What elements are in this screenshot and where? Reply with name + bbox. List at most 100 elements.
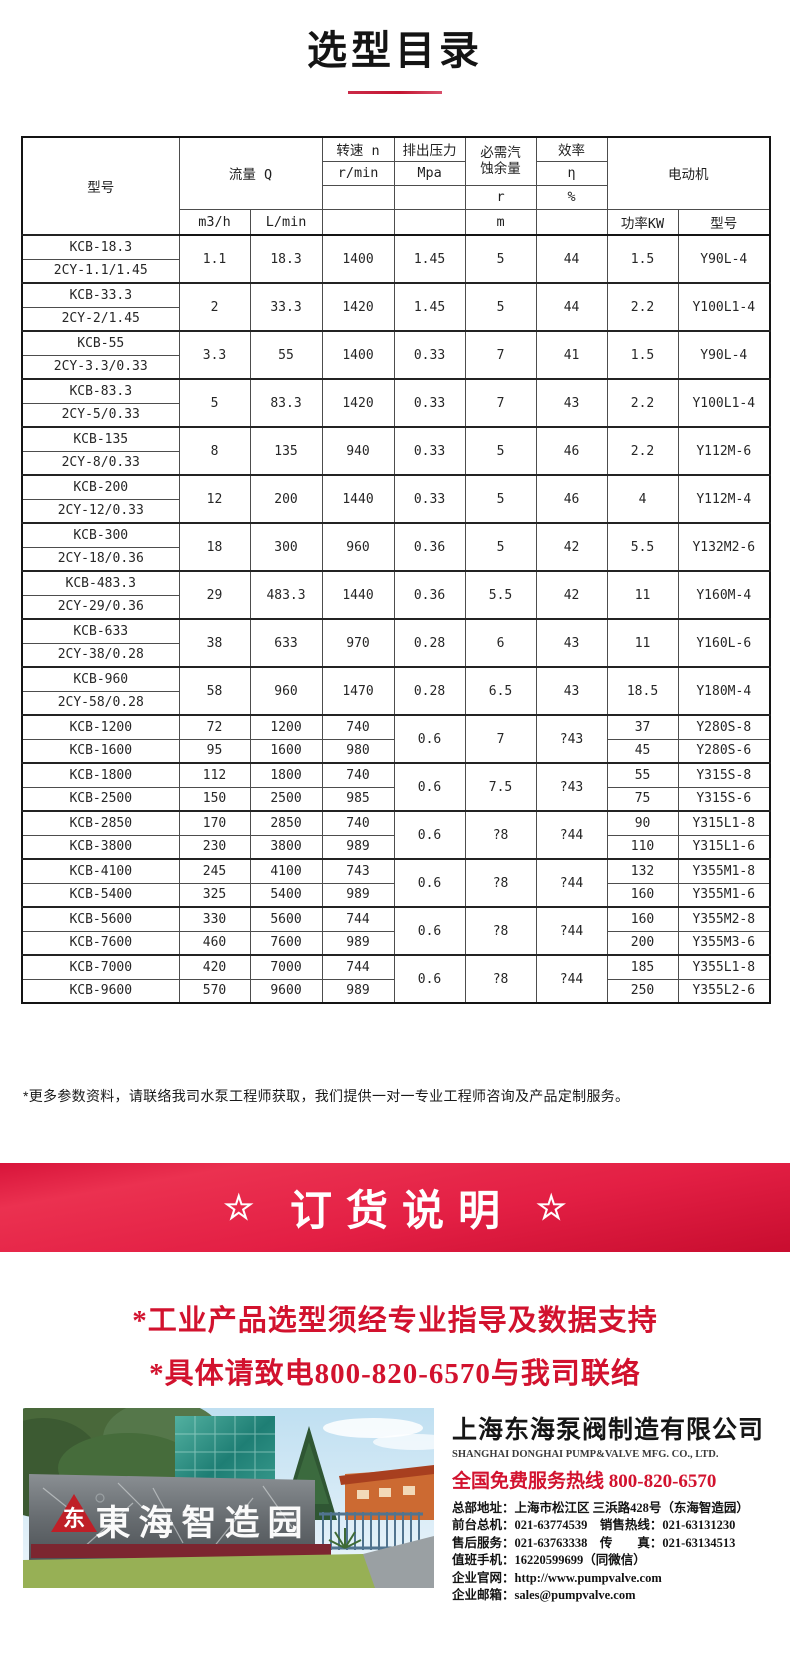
value-cell: 0.6 [393, 906, 466, 956]
value-cell: 1470 [321, 666, 395, 716]
value-cell: 1420 [321, 378, 395, 428]
table-row: KCB-200 12 200 1440 0.33 5 46 4 Y112M-4 [21, 474, 771, 524]
value-cell: 330 [178, 906, 251, 932]
notice-line-1: *工业产品选型须经专业指导及数据支持 [132, 1305, 658, 1337]
header-npsh-r: r [464, 184, 537, 210]
value-cell: 0.6 [393, 858, 466, 908]
model-cell: KCB-55 [21, 330, 180, 356]
value-cell: 633 [249, 618, 323, 668]
value-cell: 250 [606, 978, 679, 1004]
value-cell: 75 [606, 786, 679, 812]
value-cell: 989 [321, 978, 395, 1004]
page-title: 选型目录 [307, 29, 483, 73]
value-cell: 18 [178, 522, 251, 572]
header-motor-power: 功率KW [606, 208, 679, 236]
value-cell: 5.5 [464, 570, 537, 620]
contact-line: 值班手机：16220599699（同微信） [452, 1553, 646, 1568]
value-cell: 0.33 [393, 330, 466, 380]
table-row: KCB-7000 420 7000 744 0.6 ?8 ?44 185 Y355L1-8 [21, 954, 771, 1004]
model-cell: KCB-83.3 [21, 378, 180, 404]
model-cell: 2CY-8/0.33 [21, 450, 180, 476]
model-cell: KCB-1600 [21, 738, 180, 764]
value-cell: 7.5 [464, 762, 537, 812]
table-row: KCB-1200 72 1200 740 0.6 7 ?43 37 Y280S-8 [21, 714, 771, 764]
value-cell: 1600 [249, 738, 323, 764]
empty-header-cell [535, 208, 608, 236]
table-row: KCB-300 18 300 960 0.36 5 42 5.5 Y132M2-6 [21, 522, 771, 572]
value-cell: Y90L-4 [677, 234, 771, 284]
value-cell: 95 [178, 738, 251, 764]
table-row: KCB-33.3 2 33.3 1420 1.45 5 44 2.2 Y100L1-4 [21, 282, 771, 332]
value-cell: 2 [178, 282, 251, 332]
model-cell: KCB-9600 [21, 978, 180, 1004]
model-cell: KCB-5400 [21, 882, 180, 908]
value-cell: 2.2 [606, 282, 679, 332]
value-cell: 985 [321, 786, 395, 812]
value-cell: 200 [606, 930, 679, 956]
value-cell: 460 [178, 930, 251, 956]
value-cell: ?43 [535, 762, 608, 812]
value-cell: 41 [535, 330, 608, 380]
value-cell: 160 [606, 882, 679, 908]
value-cell: 90 [606, 810, 679, 836]
contact-line: 企业官网：http://www.pumpvalve.com [452, 1570, 662, 1585]
value-cell: 135 [249, 426, 323, 476]
model-cell: KCB-33.3 [21, 282, 180, 308]
value-cell: 325 [178, 882, 251, 908]
contact-line: 企业邮箱：sales@pumpvalve.com [452, 1588, 636, 1603]
header-model: 型号 [21, 136, 180, 236]
photo-cloud [323, 1418, 423, 1438]
model-cell: KCB-18.3 [21, 234, 180, 260]
value-cell: 1.5 [606, 330, 679, 380]
model-cell: KCB-1200 [21, 714, 180, 740]
hotline-number: 800-820-6570 [608, 1471, 717, 1492]
value-cell: 44 [535, 282, 608, 332]
model-cell: 2CY-2/1.45 [21, 306, 180, 332]
value-cell: 110 [606, 834, 679, 860]
value-cell: 132 [606, 858, 679, 884]
model-cell: 2CY-5/0.33 [21, 402, 180, 428]
value-cell: 6.5 [464, 666, 537, 716]
value-cell: 970 [321, 618, 395, 668]
table-row: KCB-4100 245 4100 743 0.6 ?8 ?44 132 Y355M1-8 [21, 858, 771, 908]
value-cell: 42 [535, 570, 608, 620]
value-cell: 960 [249, 666, 323, 716]
value-cell: 150 [178, 786, 251, 812]
value-cell: Y355L2-6 [677, 978, 771, 1004]
table-row: KCB-960 58 960 1470 0.28 6.5 43 18.5 Y180M-4 [21, 666, 771, 716]
contact-line: 总部地址：上海市松江区 三浜路428号（东海智造园） [452, 1501, 749, 1515]
empty-header-cell [393, 208, 466, 236]
table-row: KCB-483.3 29 483.3 1440 0.36 5.5 42 11 Y160M-4 [21, 570, 771, 620]
value-cell: 300 [249, 522, 323, 572]
value-cell: 5 [464, 426, 537, 476]
value-cell: 18.3 [249, 234, 323, 284]
value-cell: 0.6 [393, 810, 466, 860]
title-underline [348, 91, 442, 94]
value-cell: Y132M2-6 [677, 522, 771, 572]
model-cell: KCB-135 [21, 426, 180, 452]
value-cell: Y280S-6 [677, 738, 771, 764]
value-cell: ?8 [464, 858, 537, 908]
value-cell: 1.45 [393, 282, 466, 332]
value-cell: 7000 [249, 954, 323, 980]
value-cell: 2500 [249, 786, 323, 812]
value-cell: 0.28 [393, 666, 466, 716]
model-cell: KCB-7600 [21, 930, 180, 956]
value-cell: 9600 [249, 978, 323, 1004]
company-logo: 东 [51, 1493, 105, 1532]
model-cell: KCB-200 [21, 474, 180, 500]
table-row: KCB-5600 330 5600 744 0.6 ?8 ?44 160 Y355M2-8 [21, 906, 771, 956]
value-cell: 989 [321, 882, 395, 908]
header-unit-m3h: m3/h [178, 208, 251, 236]
value-cell: 7600 [249, 930, 323, 956]
value-cell: ?43 [535, 714, 608, 764]
company-name-en: SHANGHAI DONGHAI PUMP&VALVE MFG. CO., LT… [452, 1449, 719, 1460]
model-cell: KCB-633 [21, 618, 180, 644]
value-cell: Y100L1-4 [677, 378, 771, 428]
value-cell: Y355M2-8 [677, 906, 771, 932]
table-row: KCB-633 38 633 970 0.28 6 43 11 Y160L-6 [21, 618, 771, 668]
table-row: KCB-9600 570 9600 989 250 Y355L2-6 [21, 978, 771, 1004]
model-cell: KCB-2850 [21, 810, 180, 836]
value-cell: 45 [606, 738, 679, 764]
table-row: 2CY-12/0.33 [21, 498, 770, 524]
